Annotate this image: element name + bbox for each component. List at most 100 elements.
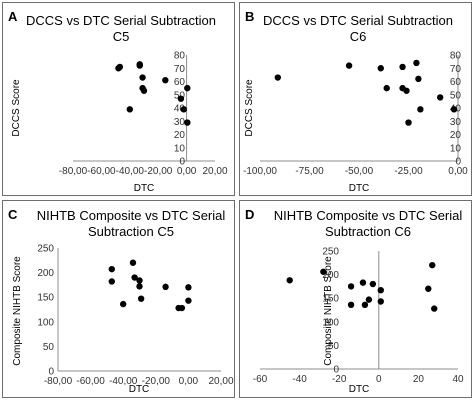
data-point (377, 65, 384, 72)
x-tick-label: 20 (413, 374, 425, 385)
y-tick-label: 40 (174, 104, 186, 115)
y-tick-label: 250 (37, 244, 54, 255)
x-tick-label: -20,00 (144, 166, 173, 177)
x-tick-label: -40,00 (116, 166, 145, 177)
data-point (178, 304, 186, 312)
chart-title-line1: DCCS vs DTC Serial Subtraction (263, 13, 453, 28)
y-axis-label: Composite NIHTB Score (323, 256, 334, 366)
panel-a: A DCCS vs DTC Serial Subtraction C5 DCCS… (2, 2, 235, 196)
data-point (108, 265, 115, 273)
y-tick-label: 0 (455, 157, 461, 168)
x-tick-label: -80,00 (59, 166, 88, 177)
y-tick-label: 200 (322, 270, 339, 281)
data-point (383, 84, 390, 92)
y-axis-label: DCCS Score (11, 79, 22, 137)
data-point (136, 62, 143, 69)
chart-title-line2: Subtraction C6 (325, 224, 411, 239)
data-point (177, 95, 185, 102)
x-axis-label: DTC (129, 384, 150, 395)
x-tick-label: 0 (376, 374, 382, 385)
y-tick-label: 60 (450, 77, 462, 88)
chart-title-line2: Subtraction C5 (88, 224, 174, 239)
data-point (131, 274, 138, 281)
x-tick-label: -20,00 (142, 376, 171, 387)
y-tick-label: 150 (322, 294, 339, 305)
data-point (320, 268, 327, 275)
y-tick-label: 200 (37, 268, 54, 279)
x-tick-label: 20,00 (208, 376, 233, 387)
x-tick-label: 0,00 (448, 166, 468, 177)
y-tick-label: 60 (174, 77, 186, 88)
panel-c: C NIHTB Composite vs DTC Serial Subtract… (2, 200, 235, 398)
data-point (436, 94, 444, 101)
y-axis-label: DCCS Score (244, 79, 255, 137)
x-tick-label: 20,00 (202, 166, 227, 177)
data-point (429, 261, 436, 269)
chart-d: D NIHTB Composite vs DTC Serial Subtract… (245, 207, 464, 395)
y-tick-label: 50 (43, 342, 55, 353)
data-point (185, 284, 192, 291)
data-point (137, 295, 145, 302)
chart-title-line1: NIHTB Composite vs DTC Serial (274, 208, 463, 223)
panel-label-a: A (8, 9, 18, 24)
x-tick-label: 0,00 (179, 376, 199, 387)
x-tick-label: -75,00 (295, 166, 324, 177)
data-point (347, 301, 355, 309)
panel-label-d: D (245, 207, 254, 222)
data-point (129, 259, 137, 266)
x-tick-label: -50,00 (345, 166, 374, 177)
panel-d: D NIHTB Composite vs DTC Serial Subtract… (239, 200, 472, 398)
data-point (345, 62, 353, 69)
data-point (184, 84, 191, 92)
data-point (369, 280, 377, 288)
data-point (108, 278, 115, 285)
chart-title-line2: C6 (350, 29, 367, 44)
data-point (377, 286, 384, 294)
y-tick-label: 0 (179, 157, 185, 168)
x-tick-label: -60,00 (87, 166, 116, 177)
y-tick-label: 50 (450, 90, 462, 101)
data-point (136, 283, 143, 290)
x-tick-label: -80,00 (44, 376, 73, 387)
data-point (425, 285, 432, 292)
data-point (286, 277, 293, 284)
y-tick-label: 0 (333, 365, 339, 376)
data-point (185, 297, 192, 304)
y-tick-label: 30 (450, 117, 462, 128)
data-point (377, 298, 384, 305)
data-point (361, 301, 369, 309)
y-tick-label: 10 (174, 143, 186, 154)
data-point (415, 75, 422, 83)
data-point (126, 106, 133, 113)
data-point (365, 296, 373, 303)
y-tick-label: 100 (37, 317, 54, 328)
y-tick-label: 100 (322, 317, 339, 328)
panel-label-c: C (8, 207, 18, 222)
chart-title-line1: NIHTB Composite vs DTC Serial (37, 208, 226, 223)
data-point (405, 119, 412, 126)
y-tick-label: 0 (48, 367, 54, 378)
y-tick-label: 10 (450, 143, 462, 154)
chart-c: C NIHTB Composite vs DTC Serial Subtract… (8, 207, 234, 395)
chart-b: B DCCS vs DTC Serial Subtraction C6 DCCS… (243, 9, 468, 194)
y-tick-label: 20 (450, 130, 462, 141)
data-point (274, 74, 282, 81)
y-tick-label: 80 (450, 51, 462, 62)
data-point (450, 106, 458, 113)
chart-title-line1: DCCS vs DTC Serial Subtraction (26, 13, 216, 28)
chart-title-line2: C5 (113, 29, 130, 44)
y-tick-label: 50 (328, 341, 340, 352)
data-point (399, 63, 406, 71)
x-axis-label: DTC (349, 183, 370, 194)
data-point (417, 106, 424, 113)
y-axis-label: Composite NIHTB Score (12, 256, 23, 366)
y-tick-label: 50 (174, 90, 186, 101)
y-tick-label: 70 (174, 64, 186, 75)
data-point (413, 59, 420, 67)
x-tick-label: 40 (452, 374, 464, 385)
panel-b: B DCCS vs DTC Serial Subtraction C6 DCCS… (239, 2, 472, 196)
panel-label-b: B (245, 9, 254, 24)
x-axis-label: DTC (134, 183, 155, 194)
data-point (431, 305, 438, 312)
data-point (403, 87, 410, 94)
